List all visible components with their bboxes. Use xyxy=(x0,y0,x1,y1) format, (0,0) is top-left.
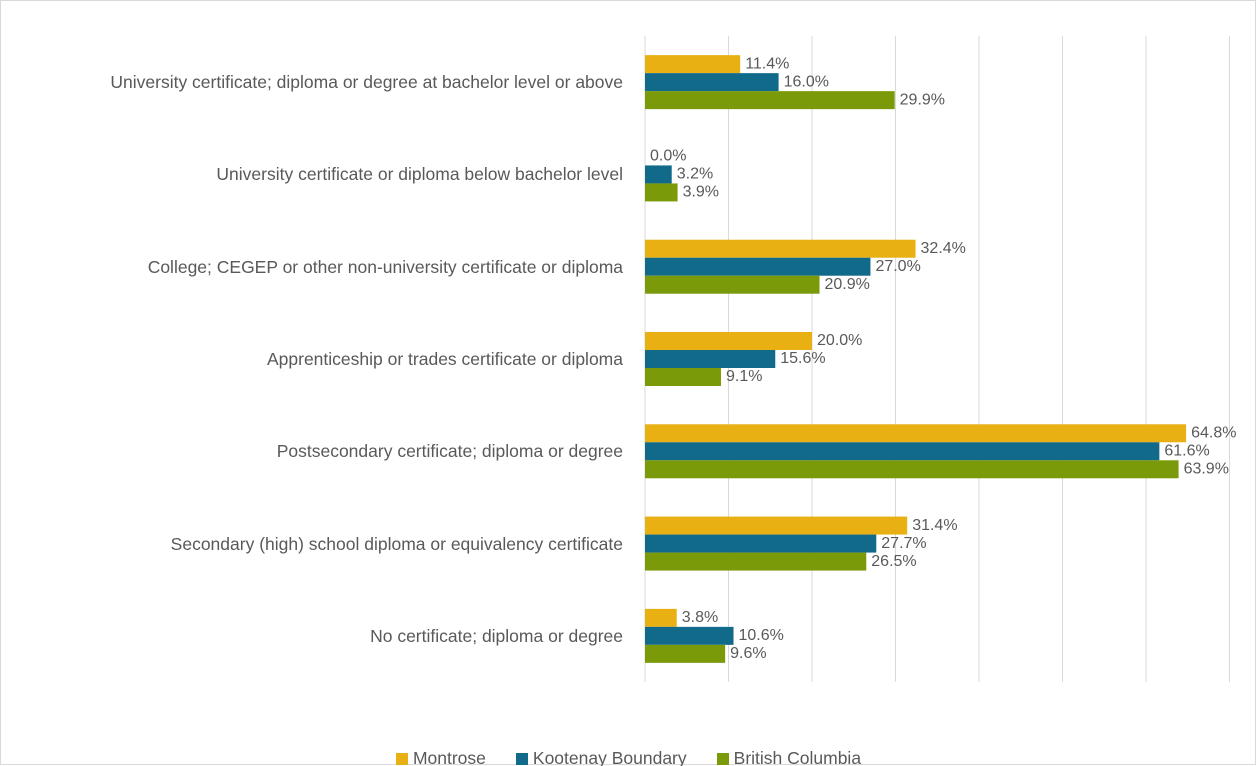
value-label: 3.9% xyxy=(683,184,719,201)
legend-swatch xyxy=(515,752,528,765)
value-label: 20.0% xyxy=(817,332,862,349)
category-label: College; CEGEP or other non-university c… xyxy=(147,256,623,277)
value-label: 27.7% xyxy=(881,535,926,552)
bar xyxy=(645,534,877,553)
legend-swatch xyxy=(716,752,729,765)
bar xyxy=(645,183,678,202)
category-label: Postsecondary certificate; diploma or de… xyxy=(276,441,623,462)
bar xyxy=(645,608,677,627)
bar xyxy=(645,516,908,535)
value-label: 10.6% xyxy=(739,627,784,644)
bar xyxy=(645,424,1187,443)
bar xyxy=(645,275,820,294)
legend-label: Montrose xyxy=(412,748,486,766)
value-label: 15.6% xyxy=(780,350,825,367)
value-label: 61.6% xyxy=(1164,443,1209,460)
legend-label: Kootenay Boundary xyxy=(532,748,687,766)
value-label: 0.0% xyxy=(650,148,686,165)
bar xyxy=(645,165,672,184)
value-label: 3.2% xyxy=(677,166,713,183)
category-label: University certificate or diploma below … xyxy=(216,164,623,185)
bar xyxy=(645,239,916,258)
category-label: No certificate; diploma or degree xyxy=(370,625,623,646)
bar xyxy=(645,55,741,74)
bar xyxy=(645,460,1179,479)
category-label: Secondary (high) school diploma or equiv… xyxy=(170,533,623,554)
legend-item: Montrose xyxy=(395,748,486,766)
bar xyxy=(645,368,721,386)
bar xyxy=(645,73,779,92)
bar xyxy=(645,257,871,276)
legend: Montrose Kootenay Boundary British Columbi… xyxy=(0,748,1257,766)
bar xyxy=(645,442,1160,461)
value-label: 31.4% xyxy=(912,517,957,534)
legend-swatch xyxy=(395,752,408,765)
value-label: 26.5% xyxy=(871,553,916,570)
bar xyxy=(645,350,776,368)
value-label: 63.9% xyxy=(1184,461,1229,478)
bar xyxy=(645,644,726,663)
bar xyxy=(645,626,734,645)
bar xyxy=(645,552,867,571)
value-label: 29.9% xyxy=(900,91,945,108)
bar xyxy=(645,91,895,110)
bar xyxy=(645,332,812,350)
value-label: 20.9% xyxy=(825,276,870,293)
category-label: University certificate; diploma or degre… xyxy=(110,72,623,93)
value-label: 64.8% xyxy=(1191,425,1236,442)
legend-item: Kootenay Boundary xyxy=(515,748,687,766)
legend-item: British Columbia xyxy=(716,748,862,766)
value-label: 9.6% xyxy=(730,645,766,662)
value-label: 32.4% xyxy=(921,240,966,257)
value-label: 11.4% xyxy=(745,55,789,72)
category-label: Apprenticeship or trades certificate or … xyxy=(266,349,623,369)
value-label: 3.8% xyxy=(682,609,718,626)
value-label: 16.0% xyxy=(784,73,829,90)
value-label: 27.0% xyxy=(875,258,920,275)
value-label: 9.1% xyxy=(726,368,762,385)
legend-label: British Columbia xyxy=(733,748,862,766)
